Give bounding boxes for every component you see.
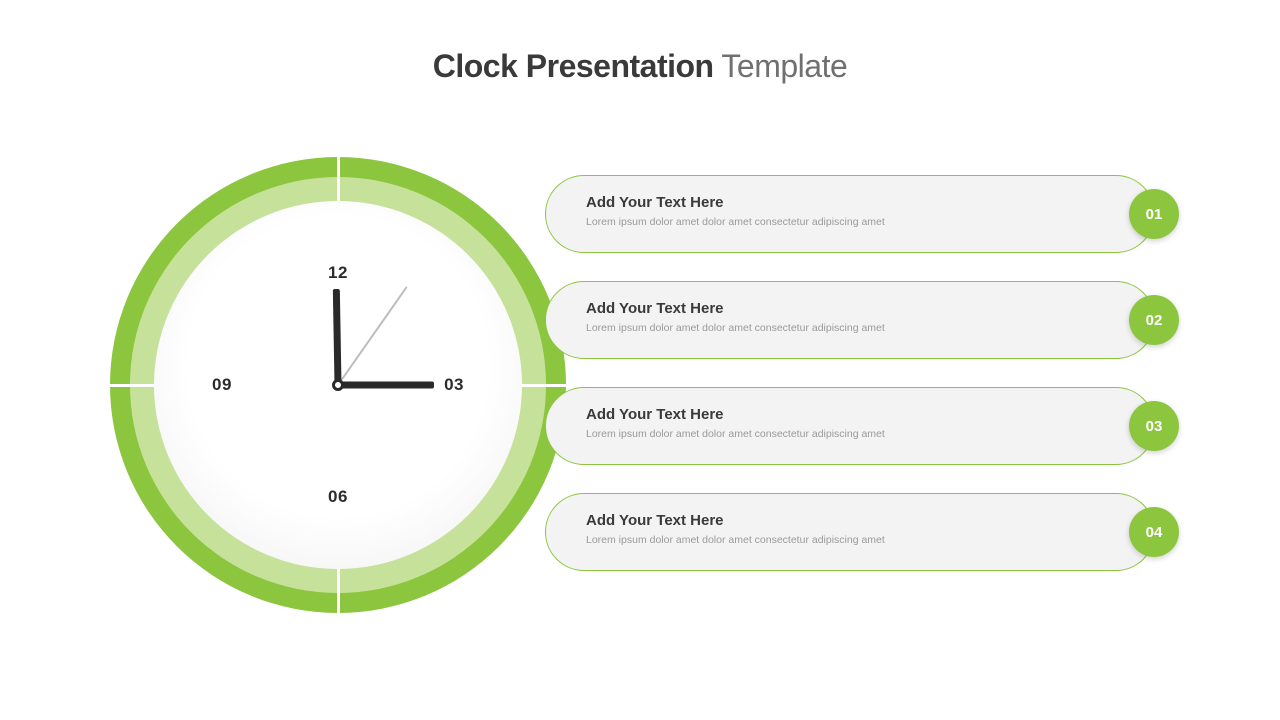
- clock-number-06: 06: [328, 487, 348, 507]
- clock-number-09: 09: [212, 375, 232, 395]
- item-desc: Lorem ipsum dolor amet dolor amet consec…: [586, 534, 1074, 548]
- clock-tick-06: [337, 569, 340, 613]
- list-item: Add Your Text Here Lorem ipsum dolor amet…: [545, 387, 1155, 465]
- clock-center-dot: [332, 379, 344, 391]
- clock-number-12: 12: [328, 263, 348, 283]
- item-number-badge: 02: [1129, 295, 1179, 345]
- clock-number-03: 03: [444, 375, 464, 395]
- clock-graphic: 12 03 06 09: [110, 157, 566, 613]
- list-item: Add Your Text Here Lorem ipsum dolor amet…: [545, 493, 1155, 571]
- clock-hand-minute: [338, 382, 434, 389]
- item-number-badge: 03: [1129, 401, 1179, 451]
- item-number-badge: 04: [1129, 507, 1179, 557]
- item-title: Add Your Text Here: [586, 406, 1074, 423]
- item-number-badge: 01: [1129, 189, 1179, 239]
- list-item: Add Your Text Here Lorem ipsum dolor amet…: [545, 281, 1155, 359]
- item-title: Add Your Text Here: [586, 194, 1074, 211]
- title-bold: Clock Presentation: [433, 48, 714, 84]
- list-item: Add Your Text Here Lorem ipsum dolor amet…: [545, 175, 1155, 253]
- slide-title: Clock Presentation Template: [0, 48, 1280, 85]
- item-desc: Lorem ipsum dolor amet dolor amet consec…: [586, 216, 1074, 230]
- title-light: Template: [714, 48, 848, 84]
- item-desc: Lorem ipsum dolor amet dolor amet consec…: [586, 428, 1074, 442]
- item-desc: Lorem ipsum dolor amet dolor amet consec…: [586, 322, 1074, 336]
- items-list: Add Your Text Here Lorem ipsum dolor amet…: [545, 175, 1180, 599]
- clock-tick-12: [337, 157, 340, 201]
- item-title: Add Your Text Here: [586, 512, 1074, 529]
- clock-tick-09: [110, 384, 154, 387]
- item-title: Add Your Text Here: [586, 300, 1074, 317]
